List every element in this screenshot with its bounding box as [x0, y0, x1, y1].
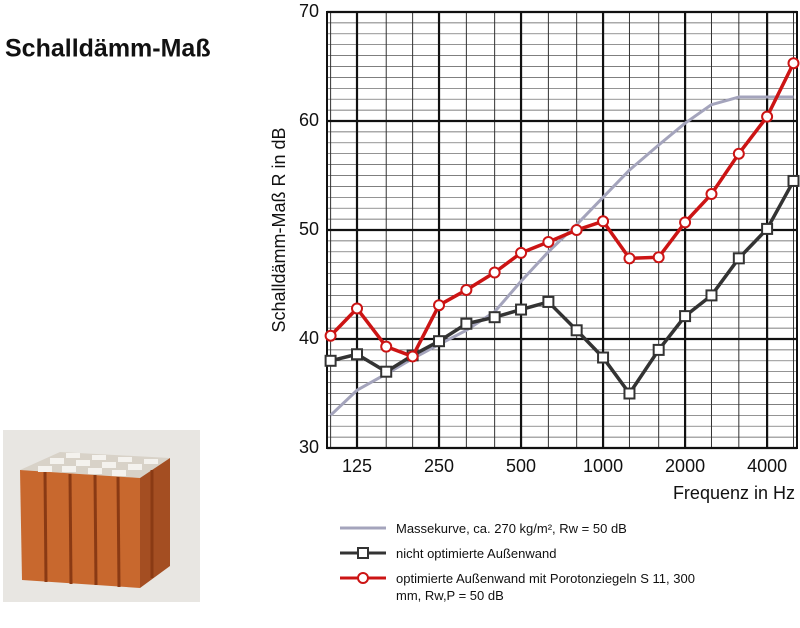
marker: [351, 302, 364, 315]
marker: [705, 188, 718, 201]
x-tick-label: 125: [342, 456, 372, 476]
legend-swatch: [340, 526, 386, 530]
marker: [488, 266, 501, 279]
x-tick-label: 4000: [747, 456, 787, 476]
series-line: [330, 180, 796, 396]
marker: [732, 147, 745, 160]
marker: [542, 235, 555, 248]
marker: [652, 343, 665, 356]
chart-title: Schalldämm-Maß: [5, 35, 211, 63]
y-tick-label: 50: [299, 219, 319, 239]
series-line: [329, 62, 796, 359]
marker: [380, 365, 393, 378]
legend: Massekurve, ca. 270 kg/m², Rw = 50 dB nic…: [338, 520, 748, 612]
marker: [597, 351, 610, 364]
legend-item: Massekurve, ca. 270 kg/m², Rw = 50 dB: [338, 520, 748, 537]
marker: [597, 215, 610, 228]
series-line: [329, 95, 794, 417]
marker: [351, 348, 364, 361]
marker: [515, 303, 528, 316]
y-tick-label: 30: [299, 437, 319, 457]
marker: [623, 252, 636, 265]
marker: [515, 246, 528, 259]
marker: [732, 252, 745, 265]
marker: [357, 572, 369, 584]
marker: [324, 329, 337, 342]
marker: [705, 289, 718, 302]
marker: [433, 299, 446, 312]
grid: [327, 10, 797, 450]
legend-item: optimierte Außenwand mit Porotonziegeln …: [338, 570, 748, 604]
x-tick-label: 250: [424, 456, 454, 476]
marker: [761, 110, 774, 123]
marker: [570, 324, 583, 337]
brick-photo: [3, 430, 200, 602]
marker: [406, 350, 419, 363]
marker: [380, 340, 393, 353]
legend-swatch: [340, 547, 386, 559]
marker: [761, 222, 774, 235]
legend-label: Massekurve, ca. 270 kg/m², Rw = 50 dB: [396, 521, 627, 536]
x-tick-label: 1000: [583, 456, 623, 476]
marker: [787, 57, 800, 70]
y-tick-label: 60: [299, 110, 319, 130]
marker: [324, 354, 337, 367]
marker: [787, 174, 800, 187]
marker: [679, 216, 692, 229]
marker: [652, 251, 665, 264]
y-tick-label: 70: [299, 1, 319, 21]
x-tick-label: 2000: [665, 456, 705, 476]
y-tick-label: 40: [299, 328, 319, 348]
marker: [542, 295, 555, 308]
marker: [460, 283, 473, 296]
legend-item: nicht optimierte Außenwand: [338, 545, 748, 562]
x-tick-label: 500: [506, 456, 536, 476]
legend-label: optimierte Außenwand mit Porotonziegeln …: [396, 571, 695, 603]
y-axis-label: Schalldämm-Maß R in dB: [269, 127, 289, 332]
legend-swatch: [340, 572, 386, 584]
marker: [357, 547, 369, 559]
marker: [433, 335, 446, 348]
marker: [460, 317, 473, 330]
marker: [570, 224, 583, 236]
x-axis-label: Frequenz in Hz: [673, 483, 795, 503]
marker: [679, 310, 692, 323]
plot-frame: [326, 11, 798, 449]
marker: [488, 311, 501, 324]
marker: [623, 387, 636, 400]
legend-label: nicht optimierte Außenwand: [396, 546, 557, 561]
